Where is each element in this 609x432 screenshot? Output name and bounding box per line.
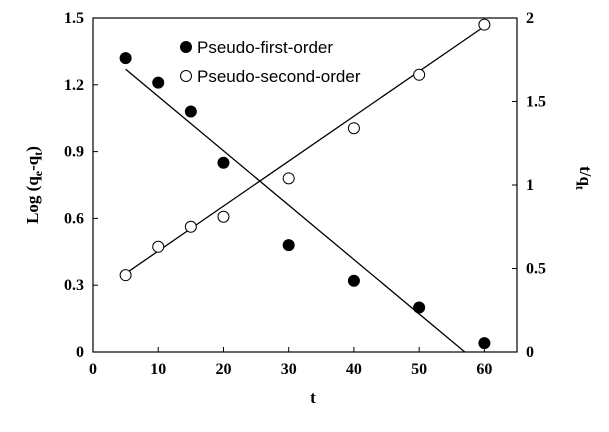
point-second-order <box>413 68 426 81</box>
fit-line-second-order <box>125 25 485 275</box>
legend-label-second-order: Pseudo-second-order <box>197 67 361 86</box>
legend-marker-first-order <box>180 41 192 53</box>
y-tick-label: 0.9 <box>64 144 84 161</box>
point-first-order <box>413 301 426 314</box>
point-first-order <box>217 156 230 169</box>
y-tick-label: 1.2 <box>64 77 84 94</box>
x-axis-title: t <box>310 388 316 407</box>
y2-tick-label: 0 <box>526 344 534 361</box>
point-first-order <box>119 52 132 65</box>
point-first-order <box>282 239 295 252</box>
y2-tick-label: 1 <box>526 177 534 194</box>
fit-line-first-order <box>125 68 466 353</box>
fit-lines <box>125 25 485 353</box>
point-second-order <box>347 122 360 135</box>
x-tick-label: 30 <box>281 361 297 378</box>
legend: Pseudo-first-order Pseudo-second-order <box>180 38 361 86</box>
point-first-order <box>347 274 360 287</box>
point-second-order <box>282 172 295 185</box>
x-tick-label: 50 <box>411 361 427 378</box>
y-axis-ticks: 0 0.3 0.6 0.9 1.2 1.5 <box>64 10 98 361</box>
x-tick-label: 40 <box>346 361 362 378</box>
y-tick-label: 0 <box>76 344 84 361</box>
y2-tick-label: 1.5 <box>526 94 546 111</box>
point-first-order <box>152 76 165 89</box>
y2-axis-title: t/qt <box>573 166 595 190</box>
point-second-order <box>119 269 132 282</box>
legend-label-first-order: Pseudo-first-order <box>197 38 333 57</box>
point-second-order <box>217 210 230 223</box>
x-tick-label: 10 <box>150 361 166 378</box>
y-tick-label: 0.3 <box>64 277 84 294</box>
point-first-order <box>478 337 491 350</box>
x-axis-ticks: 0 10 20 30 40 50 60 <box>89 347 492 378</box>
y2-axis-ticks: 0 0.5 1 1.5 2 <box>512 10 546 361</box>
point-second-order <box>152 240 165 253</box>
y-axis-title: Log (qe-qt) <box>23 146 45 224</box>
x-tick-label: 60 <box>476 361 492 378</box>
y2-tick-label: 0.5 <box>526 261 546 278</box>
y-tick-label: 0.6 <box>64 210 84 227</box>
y2-tick-label: 2 <box>526 10 534 27</box>
y-tick-label: 1.5 <box>64 10 84 27</box>
legend-marker-second-order <box>180 70 192 82</box>
x-tick-label: 0 <box>89 361 97 378</box>
x-tick-label: 20 <box>215 361 231 378</box>
data-points <box>119 18 491 350</box>
point-second-order <box>478 18 491 31</box>
point-second-order <box>184 220 197 233</box>
point-first-order <box>184 105 197 118</box>
